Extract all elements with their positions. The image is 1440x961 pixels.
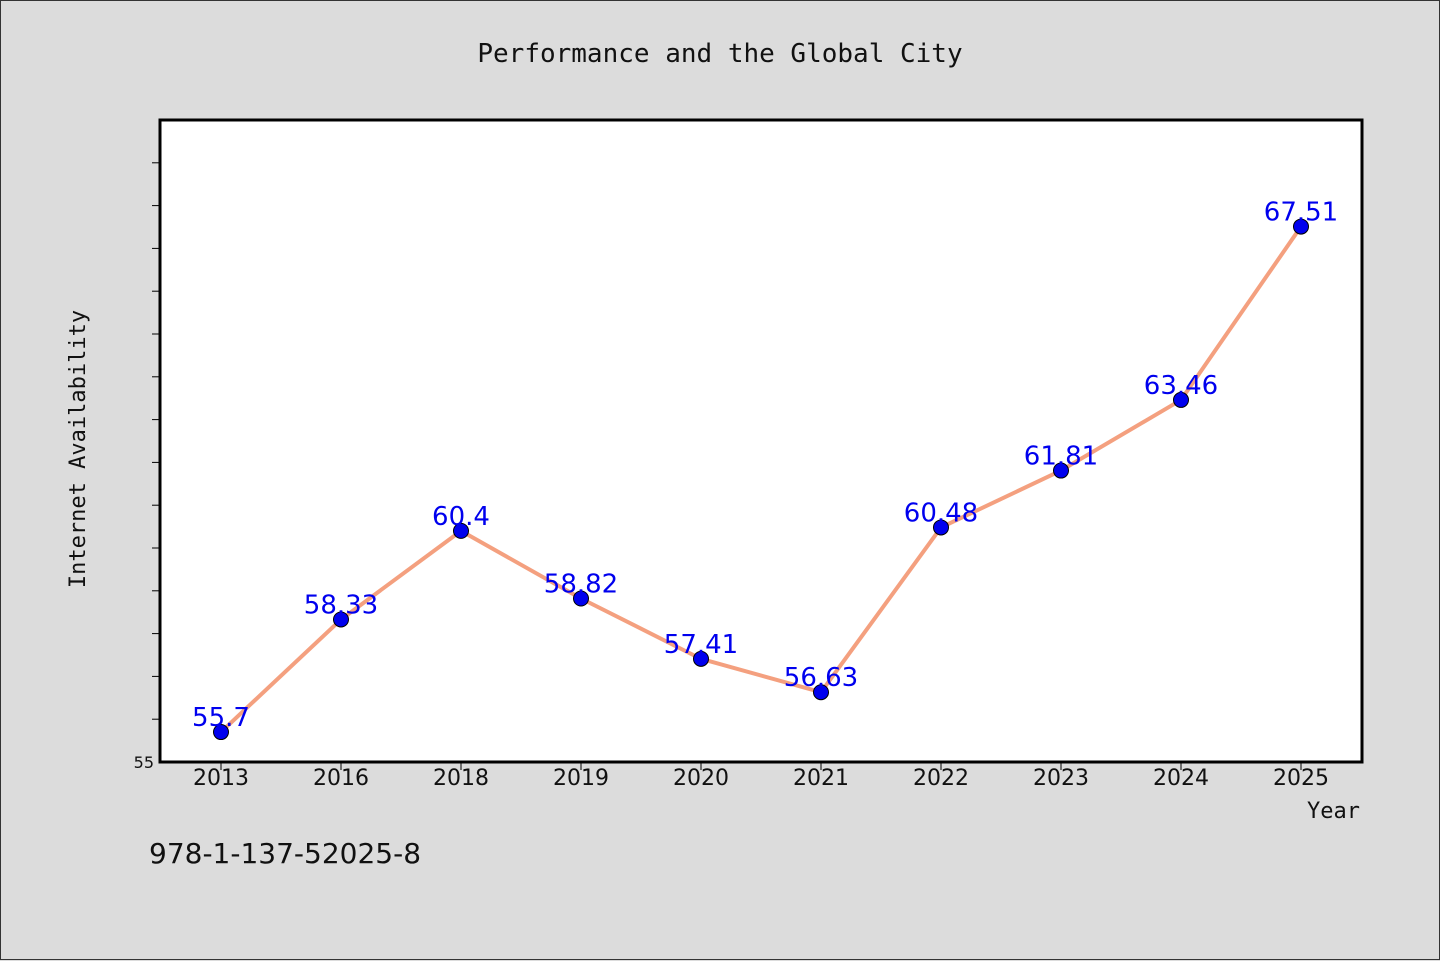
plot-area [158,118,1364,764]
data-label: 63.46 [1144,371,1218,401]
series-group [213,218,1309,741]
y-axis-label: Internet Availability [66,310,91,588]
data-label: 60.48 [904,498,978,528]
data-label: 57.41 [664,630,738,660]
chart-title: Performance and the Global City [477,39,962,69]
x-tick-label: 2013 [193,766,249,791]
x-tick-label: 2023 [1033,766,1089,791]
data-label: 58.33 [304,590,378,620]
y-tick-label: 55 [134,753,154,772]
x-axis-label: Year [1307,799,1360,824]
data-point [1053,462,1069,479]
y-ticks: 55 [134,162,160,772]
data-label: 61.81 [1024,442,1098,472]
data-point [573,590,589,607]
data-point [693,650,709,667]
data-label: 55.7 [192,703,250,733]
data-label: 56.63 [784,663,858,693]
isbn-text: 978-1-137-52025-8 [149,837,421,870]
data-point [213,724,229,741]
data-label: 60.4 [432,502,490,532]
data-point [1173,391,1189,408]
data-point [453,522,469,539]
x-tick-label: 2021 [793,766,849,791]
data-point [333,611,349,628]
x-tick-label: 2020 [673,766,729,791]
x-tick-label: 2019 [553,766,609,791]
series-line [219,225,1303,734]
x-tick-label: 2022 [913,766,969,791]
x-tick-label: 2024 [1153,766,1209,791]
data-point [1293,218,1309,235]
data-label: 58.82 [544,570,618,600]
x-tick-label: 2016 [313,766,369,791]
data-point [813,684,829,701]
data-point [933,519,949,536]
x-ticks: 2013 2016 2018 2019 2020 2021 2022 2023 2024 2025 [193,762,1329,791]
x-tick-label: 2018 [433,766,489,791]
data-labels: 55.7 58.33 60.4 58.82 57.41 56.63 60.48 61.81 63… [192,198,1338,733]
x-tick-label: 2025 [1273,766,1329,791]
data-label: 67.51 [1264,198,1338,228]
